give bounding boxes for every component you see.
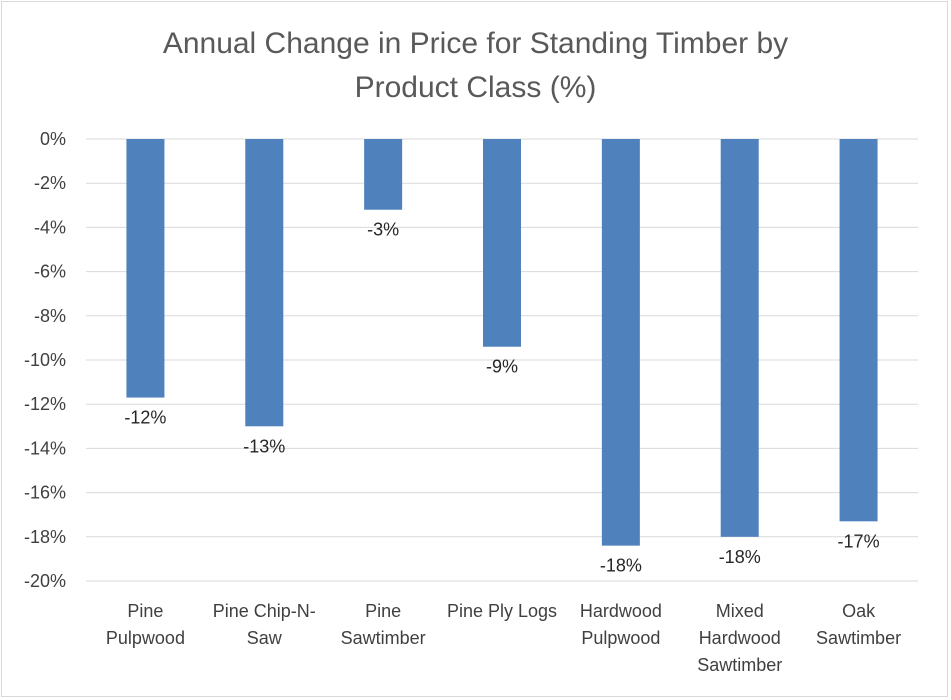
bar: [601, 139, 640, 546]
chart-title-line-1: Annual Change in Price for Standing Timb…: [162, 27, 789, 60]
y-axis-tick-labels: 0% -2% -4% -6% -8% -10% -12% -14% -16% -18% -20%: [24, 129, 66, 591]
y-tick-label: -8%: [34, 306, 66, 326]
category-label-line: Hardwood: [580, 601, 662, 621]
y-tick-label: -14%: [24, 438, 66, 458]
bar: [839, 139, 878, 522]
category-label: Mixed Hardwood Sawtimber: [697, 601, 782, 675]
category-label: Pine Pulpwood: [106, 601, 185, 648]
category-label-line: Pine Chip-N-: [213, 601, 316, 621]
category-label-line: Pine Ply Logs: [447, 601, 557, 621]
x-axis-category-labels: Pine Pulpwood Pine Chip-N- Saw Pine Sawtimber…: [106, 601, 901, 675]
category-label-line: Mixed: [716, 601, 764, 621]
chart-title-line-2: Product Class (%): [354, 71, 597, 104]
category-label-line: Oak: [842, 601, 876, 621]
y-tick-label: 0%: [40, 129, 66, 149]
category-label-line: Pine: [365, 601, 401, 621]
y-tick-label: -10%: [24, 350, 66, 370]
category-label: Hardwood Pulpwood: [580, 601, 662, 648]
y-tick-label: -12%: [24, 394, 66, 414]
category-label: Pine Sawtimber: [341, 601, 426, 648]
data-label: -18%: [719, 547, 761, 567]
y-tick-label: -6%: [34, 262, 66, 282]
category-label-line: Saw: [247, 628, 283, 648]
category-label-line: Hardwood: [699, 628, 781, 648]
bar: [245, 139, 284, 427]
data-label: -12%: [124, 408, 166, 428]
data-label: -18%: [600, 556, 642, 576]
y-tick-label: -2%: [34, 173, 66, 193]
category-label: Pine Ply Logs: [447, 601, 557, 621]
y-tick-label: -4%: [34, 217, 66, 237]
bar: [126, 139, 165, 398]
data-labels: -12% -13% -3% -9% -18% -18% -17%: [124, 220, 879, 576]
category-label: Pine Chip-N- Saw: [213, 601, 316, 648]
data-label: -9%: [486, 357, 518, 377]
category-label-line: Sawtimber: [697, 655, 782, 675]
bar: [720, 139, 759, 537]
y-tick-label: -16%: [24, 483, 66, 503]
category-label-line: Sawtimber: [816, 628, 901, 648]
data-label: -3%: [367, 220, 399, 240]
y-tick-label: -20%: [24, 571, 66, 591]
data-label: -17%: [838, 531, 880, 551]
bar: [364, 139, 403, 210]
category-label-line: Pulpwood: [106, 628, 185, 648]
chart-title: Annual Change in Price for Standing Timb…: [0, 22, 951, 110]
category-label: Oak Sawtimber: [816, 601, 901, 648]
category-label-line: Pine: [127, 601, 163, 621]
category-label-line: Sawtimber: [341, 628, 426, 648]
bars: [126, 139, 878, 546]
y-tick-label: -18%: [24, 527, 66, 547]
category-label-line: Pulpwood: [581, 628, 660, 648]
data-label: -13%: [243, 436, 285, 456]
bar: [483, 139, 521, 347]
